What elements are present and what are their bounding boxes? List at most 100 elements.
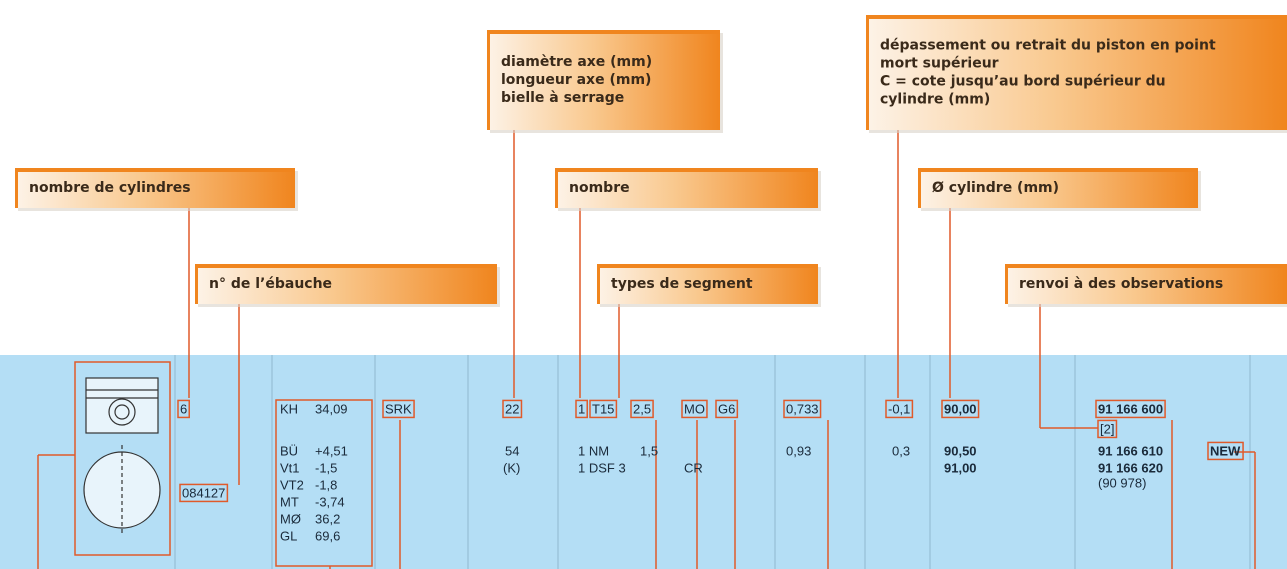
cell-value: 1 NM [578, 443, 609, 458]
value-frame [783, 399, 822, 419]
dimension-value: 34,09 [315, 401, 348, 416]
value-frame [681, 399, 708, 419]
value-frame [382, 399, 415, 419]
piston-drawing [37, 361, 171, 569]
cell-value: T15 [592, 401, 614, 416]
callout-accent [487, 30, 720, 34]
cell-value: 91,00 [944, 460, 977, 475]
dimension-value: -1,5 [315, 460, 337, 475]
callout-label: cylindre (mm) [880, 92, 990, 108]
dimension-value: +4,51 [315, 443, 348, 458]
value-frame [885, 399, 914, 419]
cell-value: 22 [505, 401, 519, 416]
cell-value: 084127 [182, 485, 225, 500]
cell-value: (90 978) [1098, 475, 1146, 490]
cell-value: 6 [180, 401, 187, 416]
cell-value: 91 166 620 [1098, 460, 1163, 475]
value-frame [275, 399, 373, 567]
callout-label: Ø cylindre (mm) [932, 180, 1059, 196]
callout-label: bielle à serrage [501, 90, 624, 106]
cell-value: SRK [385, 401, 412, 416]
callout-box [15, 168, 295, 208]
value-frame [1207, 441, 1244, 461]
callout-box [555, 168, 818, 208]
cell-value: 0,3 [892, 443, 910, 458]
value-frame [179, 483, 229, 503]
column-dividers [174, 355, 1251, 569]
callout-accent [555, 168, 558, 208]
dimension-name: KH [280, 401, 298, 416]
cell-value: 1 [578, 401, 585, 416]
callout-label: nombre [569, 180, 630, 196]
dimension-name: VT2 [280, 477, 304, 492]
dimension-name: MØ [280, 511, 301, 526]
callout-label: n° de l’ébauche [209, 276, 332, 292]
callout-accent [555, 168, 818, 172]
callout-label: nombre de cylindres [29, 180, 191, 196]
value-frame [589, 399, 618, 419]
callout-label: dépassement ou retrait du piston en poin… [880, 38, 1216, 54]
callout-label: types de segment [611, 276, 753, 292]
cell-value: 91 166 600 [1098, 401, 1163, 416]
dimension-name: GL [280, 528, 297, 543]
cell-value: 91 166 610 [1098, 443, 1163, 458]
dimension-value: -3,74 [315, 494, 345, 509]
callout-accent [597, 264, 600, 304]
value-frame [1095, 399, 1166, 419]
cell-value: 2,5 [633, 401, 651, 416]
callout-label: renvoi à des observations [1019, 276, 1223, 292]
callout-accent [597, 264, 818, 268]
callout-accent [195, 264, 497, 268]
table-band [0, 355, 1287, 569]
callout-accent [918, 168, 1198, 172]
cell-value: 1,5 [640, 443, 658, 458]
callout-accent [15, 168, 295, 172]
callout-label: C = cote jusqu’au bord supérieur du [880, 74, 1166, 90]
callout-accent [866, 15, 869, 130]
callout-box [487, 30, 720, 130]
callout-accent [15, 168, 18, 208]
cell-value: NEW [1210, 443, 1241, 458]
callout-accent [487, 30, 490, 130]
value-frame [715, 399, 739, 419]
callout-box [597, 264, 818, 304]
value-frame [630, 399, 654, 419]
dimension-value: 69,6 [315, 528, 340, 543]
callout-accent [918, 168, 921, 208]
callout-box [195, 264, 497, 304]
cell-value: 0,93 [786, 443, 811, 458]
dimension-name: MT [280, 494, 299, 509]
cell-value: [2] [1100, 421, 1114, 436]
value-frame [1097, 419, 1118, 439]
cell-value: 0,733 [786, 401, 819, 416]
cell-value: 1 DSF 3 [578, 460, 626, 475]
callout-box [918, 168, 1198, 208]
cell-value: 54 [505, 443, 519, 458]
callout-accent [1005, 264, 1287, 268]
dimension-name: BÜ [280, 443, 298, 458]
value-frame [941, 399, 980, 419]
dimension-value: -1,8 [315, 477, 337, 492]
callout-box [1005, 264, 1287, 304]
dimension-value: 36,2 [315, 511, 340, 526]
cell-value: 90,50 [944, 443, 977, 458]
callout-accent [195, 264, 198, 304]
cell-value: CR [684, 460, 703, 475]
cell-value: (K) [503, 460, 520, 475]
callout-accent [1005, 264, 1008, 304]
cell-value: MO [684, 401, 705, 416]
cell-value: -0,1 [888, 401, 910, 416]
value-frame [177, 399, 190, 419]
callout-label: longueur axe (mm) [501, 72, 651, 88]
callout-box [866, 15, 1287, 130]
callout-label: mort supérieur [880, 56, 999, 72]
cell-value: 90,00 [944, 401, 977, 416]
dimension-name: Vt1 [280, 460, 300, 475]
value-frame [575, 399, 588, 419]
cell-value: G6 [718, 401, 735, 416]
value-frame [502, 399, 523, 419]
callout-accent [866, 15, 1287, 19]
callout-label: diamètre axe (mm) [501, 54, 652, 70]
